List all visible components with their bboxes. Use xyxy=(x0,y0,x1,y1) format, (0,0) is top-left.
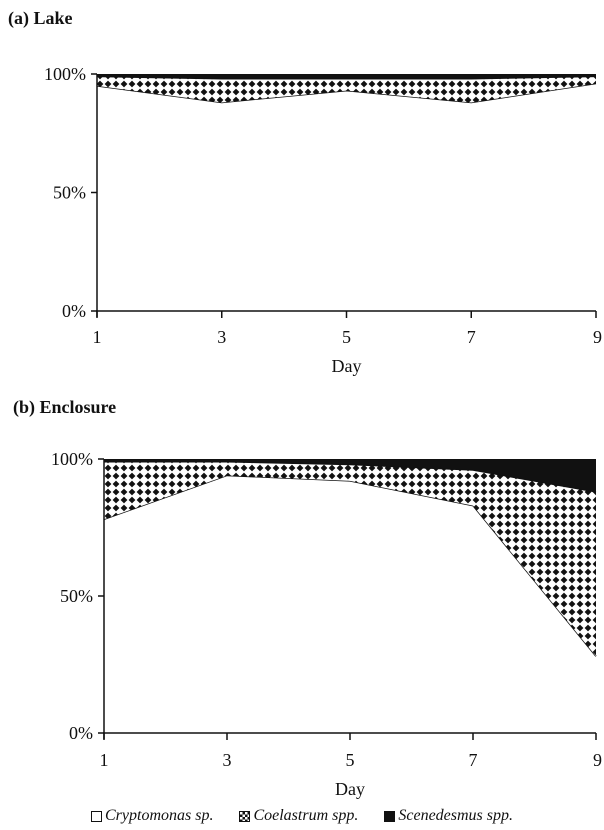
panel-a-title: (a) Lake xyxy=(8,8,73,28)
y-tick-label: 50% xyxy=(53,183,86,203)
x-tick-label: 9 xyxy=(593,327,602,347)
checker-square-icon xyxy=(239,810,251,822)
area-coelastrum xyxy=(97,76,596,103)
x-tick-label: 3 xyxy=(217,327,226,347)
legend: Cryptomonas sp. Coelastrum spp. Scenedes… xyxy=(0,805,604,827)
area-scenedesmus xyxy=(97,74,596,79)
x-tick-label: 1 xyxy=(100,750,109,770)
y-tick-label: 0% xyxy=(62,301,86,321)
charts-canvas: 0% 50% 100% 1 3 5 7 9 Day 0% 50% 100% 1 3 5 7 9 Day xyxy=(44,64,602,799)
area-scenedesmus xyxy=(104,459,596,492)
legend-item-scenedesmus: Scenedesmus spp. xyxy=(384,805,513,827)
x-tick-label: 7 xyxy=(469,750,478,770)
x-axis-label: Day xyxy=(335,779,365,799)
legend-label: Scenedesmus spp. xyxy=(398,807,513,824)
area-coelastrum xyxy=(104,461,596,657)
area-cryptomonas xyxy=(97,83,596,311)
x-tick-label: 1 xyxy=(93,327,102,347)
x-axis-label: Day xyxy=(332,356,362,376)
panel-b-title: (b) Enclosure xyxy=(13,397,117,417)
black-square-icon xyxy=(384,810,396,822)
x-tick-label: 3 xyxy=(223,750,232,770)
x-tick-label: 5 xyxy=(346,750,355,770)
legend-label: Coelastrum spp. xyxy=(253,807,359,824)
area-cryptomonas xyxy=(104,475,596,733)
x-tick-label: 5 xyxy=(342,327,351,347)
y-tick-label: 0% xyxy=(69,723,93,743)
white-square-icon xyxy=(91,810,102,822)
legend-label: Cryptomonas sp. xyxy=(105,807,214,824)
y-tick-label: 100% xyxy=(44,64,86,84)
y-tick-label: 100% xyxy=(51,449,93,469)
y-tick-label: 50% xyxy=(60,586,93,606)
legend-item-cryptomonas: Cryptomonas sp. xyxy=(91,805,213,827)
panel-a-chart: 0% 50% 100% 1 3 5 7 9 Day xyxy=(44,64,602,376)
x-tick-label: 7 xyxy=(467,327,476,347)
legend-item-coelastrum: Coelastrum spp. xyxy=(239,805,358,827)
x-tick-label: 9 xyxy=(593,750,602,770)
panel-b-chart: 0% 50% 100% 1 3 5 7 9 Day xyxy=(51,449,602,799)
